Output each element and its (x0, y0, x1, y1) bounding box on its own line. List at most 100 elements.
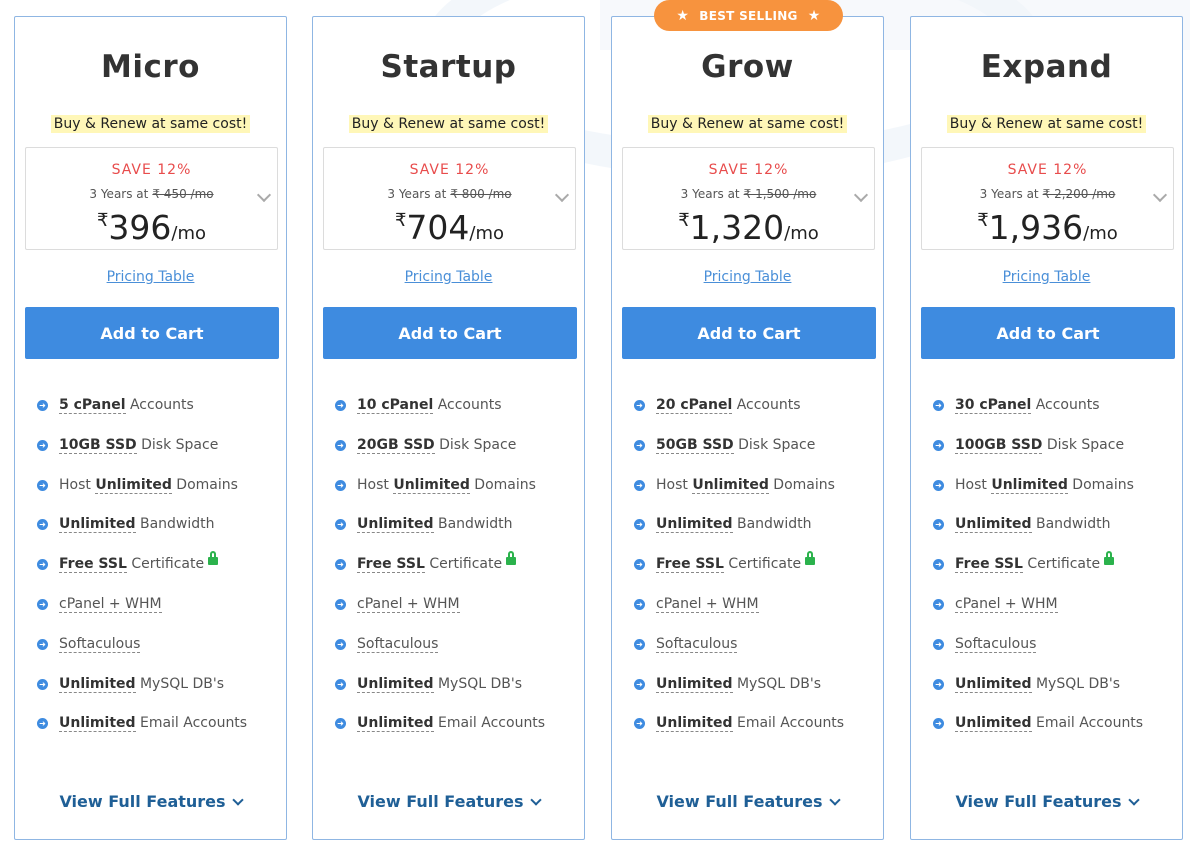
feature-text: Unlimited Bandwidth (59, 516, 215, 534)
feature-suffix: Disk Space (434, 436, 517, 453)
feature-item: ➜ Unlimited Email Accounts (634, 715, 874, 755)
add-to-cart-button[interactable]: Add to Cart (25, 307, 279, 359)
arrow-circle-icon: ➜ (335, 718, 346, 730)
add-to-cart-button[interactable]: Add to Cart (323, 307, 577, 359)
currency-symbol: ₹ (394, 210, 407, 231)
arrow-circle-icon: ➜ (634, 559, 645, 571)
feature-highlight: Unlimited (955, 675, 1032, 693)
price-selector[interactable]: SAVE 12% 3 Years at ₹ 1,500 /mo ₹1,320/mo (622, 147, 875, 250)
feature-suffix: Bandwidth (135, 516, 215, 533)
arrow-circle-icon: ➜ (933, 678, 944, 690)
feature-item: ➜ cPanel + WHM (634, 595, 874, 636)
arrow-circle-icon: ➜ (335, 638, 346, 650)
feature-suffix: Email Accounts (433, 715, 546, 732)
arrow-circle-icon: ➜ (37, 439, 48, 451)
price-selector[interactable]: SAVE 12% 3 Years at ₹ 2,200 /mo ₹1,936/mo (921, 147, 1174, 250)
plan-tagline: Buy & Renew at same cost! (50, 115, 251, 133)
pricing-table-link[interactable]: Pricing Table (703, 269, 792, 285)
old-price: ₹ 2,200 /mo (1042, 187, 1116, 201)
star-icon: ★ (676, 7, 690, 24)
feature-suffix: Domains (1067, 476, 1134, 493)
feature-item: ➜ Softaculous (634, 635, 874, 676)
arrow-circle-icon: ➜ (933, 400, 944, 411)
add-to-cart-button[interactable]: Add to Cart (921, 307, 1175, 359)
price-selector[interactable]: SAVE 12% 3 Years at ₹ 800 /mo ₹704/mo (323, 147, 576, 250)
feature-highlight: Unlimited (95, 476, 172, 494)
price: ₹396/mo (26, 208, 277, 247)
pricing-table-link[interactable]: Pricing Table (106, 269, 195, 285)
arrow-circle-icon: ➜ (37, 598, 48, 610)
price-amount: 1,936 (988, 208, 1084, 247)
view-full-features-link[interactable]: View Full Features (612, 792, 883, 811)
arrow-circle-icon: ➜ (335, 439, 346, 451)
feature-text: 20GB SSD Disk Space (357, 436, 517, 454)
price-selector[interactable]: SAVE 12% 3 Years at ₹ 450 /mo ₹396/mo (25, 147, 278, 250)
view-full-label: View Full Features (357, 792, 524, 811)
pricing-table-link[interactable]: Pricing Table (1002, 269, 1091, 285)
feature-highlight: Unlimited (991, 476, 1068, 494)
feature-text: Unlimited MySQL DB's (955, 675, 1120, 693)
arrow-circle-icon: ➜ (933, 638, 944, 650)
feature-suffix: Bandwidth (732, 516, 812, 533)
feature-text: Unlimited MySQL DB's (357, 675, 522, 693)
feature-label: cPanel + WHM (656, 595, 759, 613)
feature-highlight: Unlimited (357, 675, 434, 693)
feature-prefix: Host (955, 476, 992, 493)
feature-prefix: Host (656, 476, 693, 493)
feature-text: Unlimited Bandwidth (357, 516, 513, 534)
feature-text: Softaculous (59, 635, 141, 653)
plan-card-micro: Micro Buy & Renew at same cost! SAVE 12%… (14, 16, 287, 840)
feature-item: ➜ 10GB SSD Disk Space (37, 436, 277, 477)
plan-tagline: Buy & Renew at same cost! (348, 115, 549, 133)
feature-text: Free SSL Certificate (59, 556, 204, 574)
feature-text: 30 cPanel Accounts (955, 397, 1100, 414)
view-full-features-link[interactable]: View Full Features (911, 792, 1182, 811)
view-full-features-link[interactable]: View Full Features (313, 792, 584, 811)
term-label: 3 Years at (979, 187, 1039, 201)
star-icon: ★ (807, 7, 821, 24)
term-text: 3 Years at ₹ 450 /mo (26, 187, 277, 201)
feature-label: Softaculous (59, 635, 141, 653)
feature-item: ➜ Free SSL Certificate (37, 551, 277, 596)
add-to-cart-button[interactable]: Add to Cart (622, 307, 876, 359)
old-price: ₹ 800 /mo (450, 187, 512, 201)
feature-text: Softaculous (656, 635, 738, 653)
feature-highlight: Unlimited (955, 516, 1032, 534)
feature-item: ➜ Free SSL Certificate (335, 551, 575, 596)
feature-suffix: Accounts (125, 397, 194, 413)
feature-highlight: 20GB SSD (357, 436, 435, 454)
feature-text: Host Unlimited Domains (59, 476, 238, 494)
feature-text: Host Unlimited Domains (955, 476, 1134, 494)
price: ₹704/mo (324, 208, 575, 247)
lock-icon (805, 551, 816, 566)
feature-item: ➜ 20GB SSD Disk Space (335, 436, 575, 477)
feature-item: ➜ 50GB SSD Disk Space (634, 436, 874, 477)
feature-suffix: Domains (768, 476, 835, 493)
feature-text: cPanel + WHM (357, 595, 460, 613)
pricing-table-link[interactable]: Pricing Table (404, 269, 493, 285)
feature-item: ➜ Unlimited Email Accounts (933, 715, 1173, 755)
feature-item: ➜ Softaculous (335, 635, 575, 676)
feature-item: ➜ Host Unlimited Domains (335, 476, 575, 517)
feature-highlight: Unlimited (393, 476, 470, 494)
feature-highlight: Unlimited (656, 516, 733, 534)
lock-icon (1104, 551, 1115, 566)
arrow-circle-icon: ➜ (335, 519, 346, 531)
chevron-down-icon (529, 794, 542, 806)
badge-label: BEST SELLING (699, 8, 798, 23)
feature-highlight: Free SSL (955, 556, 1023, 574)
feature-list: ➜ 10 cPanel Accounts ➜ 20GB SSD Disk Space ➜… (335, 397, 575, 755)
plan-name: Expand (980, 49, 1113, 85)
view-full-features-link[interactable]: View Full Features (15, 792, 286, 811)
feature-highlight: Free SSL (656, 556, 724, 574)
arrow-circle-icon: ➜ (37, 479, 48, 491)
arrow-circle-icon: ➜ (335, 479, 346, 491)
arrow-circle-icon: ➜ (335, 400, 346, 411)
feature-item: ➜ Unlimited Bandwidth (634, 516, 874, 556)
arrow-circle-icon: ➜ (335, 678, 346, 690)
arrow-circle-icon: ➜ (335, 598, 346, 610)
plan-card-grow: ★ BEST SELLING ★ Grow Buy & Renew at sam… (611, 0, 884, 840)
arrow-circle-icon: ➜ (634, 439, 645, 451)
currency-symbol: ₹ (678, 210, 690, 231)
